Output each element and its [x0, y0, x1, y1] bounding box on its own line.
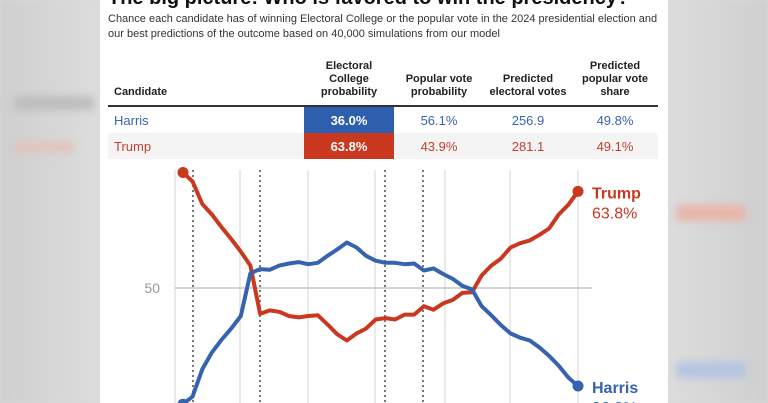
table-row-trump: Trump 63.8% 43.9% 281.1 49.1%: [108, 133, 658, 159]
electoral-votes-value: 256.9: [511, 112, 545, 128]
ec-probability-value: 36.0%: [304, 106, 394, 133]
series-line-harris: [181, 240, 580, 403]
background-left: [0, 0, 110, 403]
y-tick-label: 50: [144, 280, 160, 296]
probability-table: Candidate Electoral College probability …: [108, 58, 658, 159]
header-vote-share: Predicted popular vote share: [572, 58, 658, 107]
background-blob: [676, 205, 746, 221]
candidate-name: Harris: [114, 112, 149, 128]
end-point-trump: [572, 185, 584, 197]
subtitle: Chance each candidate has of winning Ele…: [108, 13, 658, 40]
popular-probability-value: 43.9%: [394, 133, 484, 159]
background-blob: [14, 96, 94, 110]
background-right: [658, 0, 768, 403]
headline: The big picture: Who is favored to win t…: [108, 0, 668, 10]
start-point-trump: [177, 167, 189, 178]
background-blob: [676, 362, 746, 378]
popular-probability-value: 56.1%: [420, 112, 458, 128]
probability-line-chart: 50 Trump 63.8% Harris 36.0%: [144, 167, 641, 403]
header-electoral-votes: Predicted electoral votes: [484, 58, 572, 107]
header-ec-probability: Electoral College probability: [304, 58, 394, 107]
series-name-trump: Trump: [592, 185, 641, 202]
table-row-harris: Harris 36.0% 56.1% 256.9 49.8%: [108, 106, 658, 133]
candidate-name: Trump: [108, 133, 304, 159]
series-line-trump: [181, 170, 580, 343]
chart-card: The big picture: Who is favored to win t…: [100, 0, 668, 403]
vote-share-value: 49.1%: [572, 133, 658, 159]
series-value-harris: 36.0%: [592, 400, 637, 403]
table-header-row: Candidate Electoral College probability …: [108, 58, 658, 107]
electoral-votes-value: 281.1: [484, 133, 572, 159]
header-candidate: Candidate: [108, 58, 304, 107]
header-popular-probability: Popular vote probability: [394, 58, 484, 107]
ec-probability-value: 63.8%: [304, 133, 394, 159]
start-point-harris: [177, 398, 189, 403]
series-name-harris: Harris: [592, 380, 638, 397]
background-blob: [14, 142, 74, 152]
end-point-harris: [572, 380, 584, 392]
series-value-trump: 63.8%: [592, 205, 637, 222]
vote-share-value: 49.8%: [596, 112, 634, 128]
